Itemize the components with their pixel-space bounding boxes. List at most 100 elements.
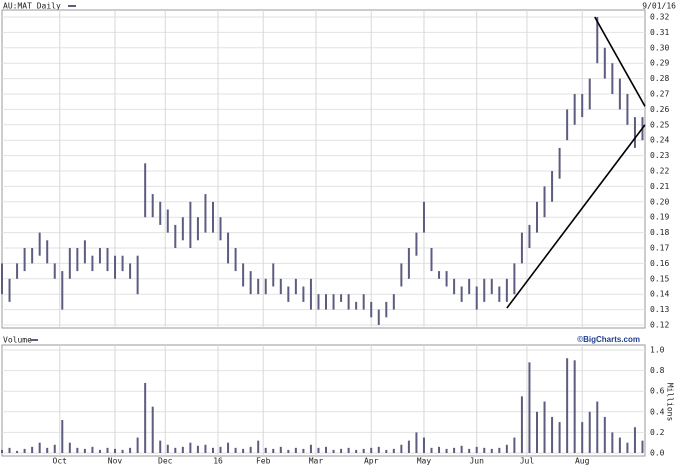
volume-bar (279, 446, 282, 453)
volume-bar (1, 449, 3, 453)
y-tick-label: 0.22 (650, 167, 669, 176)
y-tick-label: 0.17 (650, 244, 669, 253)
volume-bar (76, 447, 79, 453)
volume-bar (68, 442, 71, 453)
volume-bar (430, 447, 433, 453)
volume-bar (528, 362, 531, 453)
x-tick-label: Jun (469, 457, 484, 466)
volume-bar (129, 447, 132, 453)
volume-bar (287, 449, 290, 453)
y-tick-label: 0.29 (650, 59, 669, 68)
volume-bar (377, 446, 380, 453)
x-tick-label: Apr (364, 457, 379, 466)
volume-bar (633, 427, 636, 453)
volume-bar (272, 448, 275, 453)
chart-title: AU:MAT Daily (3, 2, 61, 11)
y-tick-label: 0.14 (650, 290, 669, 299)
volume-bar (151, 406, 154, 453)
volume-bar (483, 447, 486, 453)
volume-bar (53, 444, 56, 453)
volume-bar (196, 445, 199, 453)
volume-bar (611, 432, 614, 453)
x-tick-label: Mar (309, 457, 324, 466)
volume-bar (325, 446, 328, 453)
volume-bar (264, 447, 267, 453)
volume-bar (370, 447, 373, 453)
plot-frame (1, 9, 646, 329)
volume-bar (204, 444, 207, 453)
volume-bar (596, 401, 599, 453)
volume-bar (362, 448, 365, 453)
y-tick-label: 0.18 (650, 228, 669, 237)
chart-date: 9/01/16 (642, 2, 676, 11)
volume-bar (38, 442, 41, 453)
volume-bar (498, 447, 501, 453)
volume-bar (166, 444, 169, 453)
volume-bar (460, 445, 463, 453)
x-tick-label: Nov (108, 457, 123, 466)
y-tick-label: 1.0 (650, 346, 665, 355)
volume-bar (159, 440, 162, 453)
volume-bar (234, 447, 237, 453)
volume-bar (8, 447, 11, 453)
volume-bar (407, 440, 410, 453)
volume-bar (31, 446, 34, 453)
volume-bar (415, 432, 418, 453)
trend-line (594, 16, 646, 107)
volume-bar (618, 437, 621, 453)
volume-bar (340, 448, 343, 453)
volume-bar (121, 449, 124, 453)
volume-bar (114, 448, 117, 453)
volume-bar (513, 437, 516, 453)
volume-bar (249, 446, 252, 453)
volume-bar (573, 360, 576, 453)
volume-bar (309, 444, 312, 453)
x-tick-label: Dec (158, 457, 173, 466)
volume-bar (566, 358, 569, 453)
volume-bar (626, 442, 629, 453)
y-tick-label: 0.24 (650, 136, 669, 145)
trend-line (506, 124, 646, 309)
x-tick-label: Aug (575, 457, 590, 466)
volume-bar (355, 449, 358, 453)
volume-bar (603, 416, 606, 453)
x-tick-label: 16 (213, 457, 223, 466)
volume-bar (641, 440, 644, 453)
volume-bar (181, 446, 184, 453)
volume-bar (475, 446, 478, 453)
volume-bar (136, 437, 139, 453)
volume-bar (294, 447, 297, 453)
volume-bar (505, 444, 508, 453)
volume-bar (468, 448, 471, 453)
y-tick-label: 0.12 (650, 321, 669, 330)
y-tick-label: 0.8 (650, 366, 665, 375)
y-tick-label: 0.31 (650, 28, 669, 37)
volume-bar (242, 448, 245, 453)
volume-bar (174, 447, 177, 453)
y-tick-label: 0.2 (650, 428, 665, 437)
y-tick-label: 0.19 (650, 213, 669, 222)
volume-bar (46, 447, 49, 453)
volume-bar (490, 448, 493, 453)
y-tick-label: 0.15 (650, 274, 669, 283)
volume-bar (257, 440, 260, 453)
y-tick-label: 0.21 (650, 182, 669, 191)
y-tick-label: 0.16 (650, 259, 669, 268)
volume-bar (422, 437, 425, 453)
y-tick-label: 0.28 (650, 74, 669, 83)
volume-bar (392, 448, 395, 453)
plot-frame (1, 344, 646, 457)
x-tick-label: Oct (53, 457, 68, 466)
volume-bar (543, 401, 546, 453)
y-tick-label: 0.27 (650, 90, 669, 99)
volume-bar (551, 416, 554, 453)
volume-bar (385, 449, 388, 453)
volume-bar (347, 447, 350, 453)
volume-bar (219, 446, 222, 453)
y-axis-label: Millions (666, 383, 675, 422)
volume-bar (535, 411, 538, 453)
y-tick-label: 0.20 (650, 197, 669, 206)
volume-bar (302, 448, 305, 453)
y-tick-label: 0.23 (650, 151, 669, 160)
